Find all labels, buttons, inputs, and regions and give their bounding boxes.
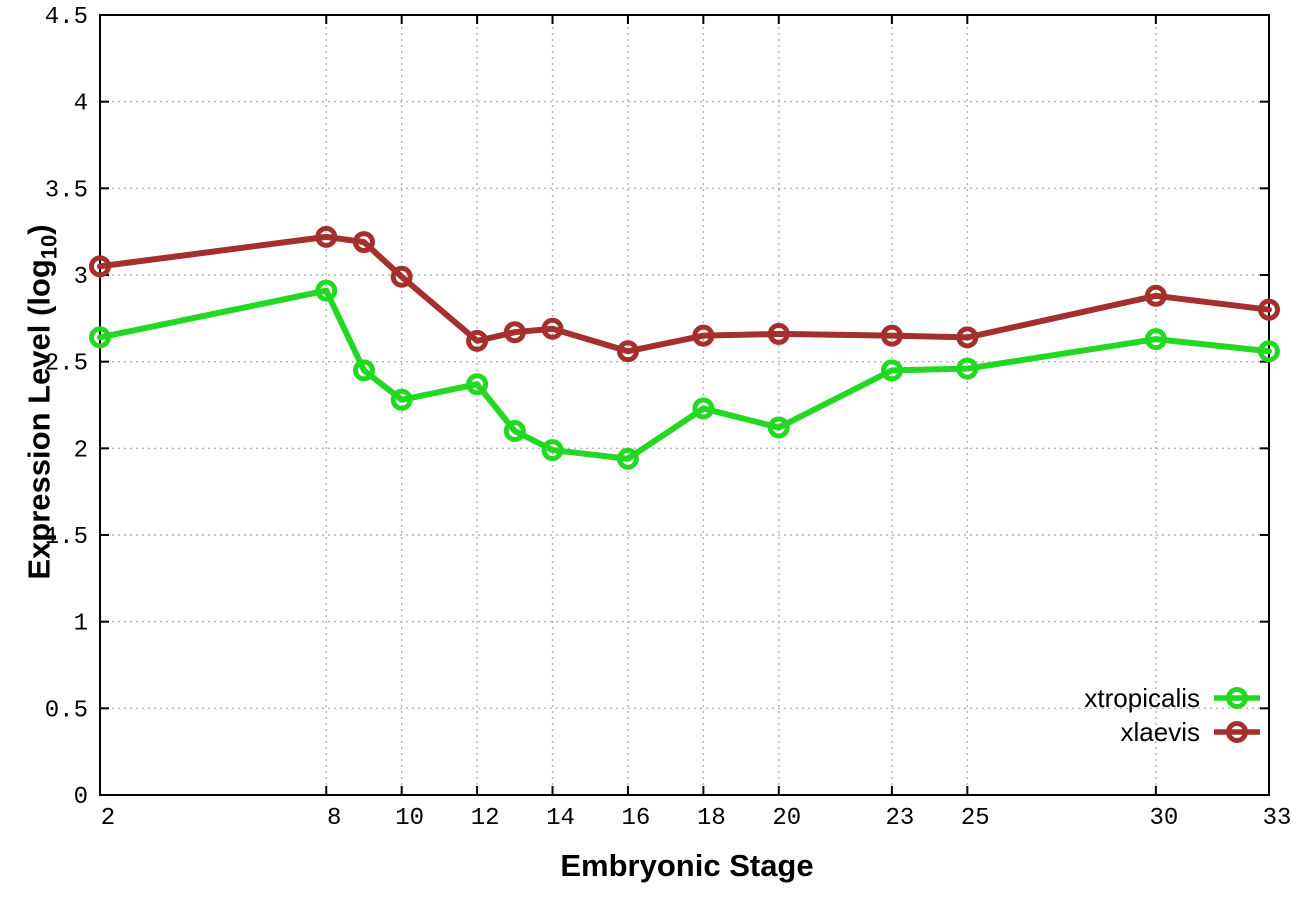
line-marker-icon xyxy=(1214,687,1260,709)
y-axis-title-subscript: 10 xyxy=(36,234,62,260)
y-axis-title: Expression Level (log10) xyxy=(22,224,63,579)
legend-label: xtropicalis xyxy=(1084,682,1200,713)
data-point-xlaevis xyxy=(89,255,111,278)
y-tick-label: 4.5 xyxy=(45,4,88,31)
x-tick-label: 33 xyxy=(1263,805,1292,832)
x-tick-label: 20 xyxy=(772,805,801,832)
data-point-xlaevis xyxy=(1144,284,1167,307)
data-point-xtropicalis xyxy=(1144,328,1167,351)
x-tick-label: 16 xyxy=(622,805,651,832)
legend: xtropicalis xlaevis xyxy=(1084,682,1262,748)
data-point-xlaevis xyxy=(880,324,903,347)
y-tick-label: 1.5 xyxy=(45,524,88,551)
data-point-xtropicalis xyxy=(956,357,979,380)
x-axis-title: Embryonic Stage xyxy=(560,848,814,883)
data-point-xtropicalis xyxy=(466,373,489,396)
data-point-xtropicalis xyxy=(767,416,790,439)
data-point-xtropicalis xyxy=(89,326,111,349)
x-tick-label: 18 xyxy=(697,805,726,832)
x-tick-label: 2 xyxy=(101,805,115,832)
y-tick-label: 1 xyxy=(74,611,88,638)
data-point-xtropicalis xyxy=(692,397,715,420)
data-point-xtropicalis xyxy=(616,447,639,470)
data-point-xtropicalis xyxy=(503,420,526,442)
y-tick-label: 0 xyxy=(74,784,88,811)
x-tick-label: 12 xyxy=(471,805,500,832)
x-tick-label: 14 xyxy=(546,805,575,832)
data-point-xtropicalis xyxy=(390,388,413,411)
legend-label: xlaevis xyxy=(1120,716,1200,747)
data-point-xlaevis xyxy=(541,317,564,340)
data-point-xlaevis xyxy=(466,329,489,352)
data-point-xlaevis xyxy=(352,231,375,254)
y-tick-label: 2 xyxy=(74,437,88,464)
series-line-xlaevis xyxy=(97,233,1272,355)
y-tick-label: 3 xyxy=(74,264,88,291)
data-point-xlaevis xyxy=(767,322,790,345)
x-tick-label: 30 xyxy=(1149,805,1178,832)
plot-border xyxy=(99,14,1270,796)
data-point-xlaevis xyxy=(503,321,526,344)
y-tick-label: 2.5 xyxy=(45,351,88,378)
y-tick-label: 0.5 xyxy=(45,697,88,724)
y-tick-label: 4 xyxy=(74,91,88,118)
data-point-xtropicalis xyxy=(541,439,564,462)
data-point-xlaevis xyxy=(315,225,338,248)
data-point-xlaevis xyxy=(1258,298,1280,321)
y-axis-title-main: Expression Level (log xyxy=(21,259,57,580)
data-point-xlaevis xyxy=(390,265,413,288)
legend-item-xtropicalis: xtropicalis xyxy=(1084,682,1262,714)
legend-item-xlaevis: xlaevis xyxy=(1121,716,1262,748)
series-line-xtropicalis xyxy=(97,287,1272,462)
data-point-xtropicalis xyxy=(315,279,338,302)
data-point-xlaevis xyxy=(616,340,639,363)
y-tick-label: 3.5 xyxy=(45,177,88,204)
data-point-xlaevis xyxy=(692,324,715,347)
y-axis-title-close: ) xyxy=(21,224,57,235)
x-tick-label: 23 xyxy=(885,805,914,832)
line-marker-icon xyxy=(1214,721,1260,743)
data-point-xtropicalis xyxy=(352,359,375,382)
data-point-xtropicalis xyxy=(880,359,903,382)
x-tick-label: 8 xyxy=(327,805,341,832)
data-point-xlaevis xyxy=(956,326,979,349)
data-point-xtropicalis xyxy=(1258,340,1280,363)
x-tick-label: 10 xyxy=(395,805,424,832)
x-tick-label: 25 xyxy=(961,805,990,832)
